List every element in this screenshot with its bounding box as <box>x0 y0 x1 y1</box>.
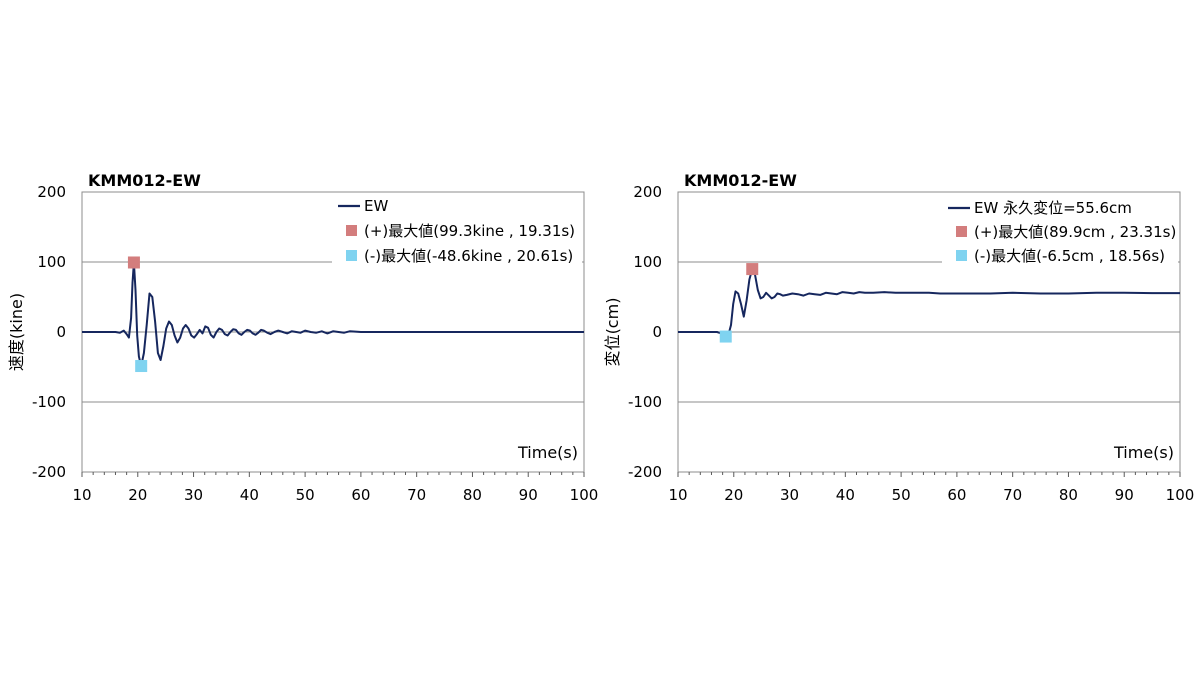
x-axis-label: Time(s) <box>517 443 578 462</box>
y-tick-label: -200 <box>628 463 662 481</box>
displacement-chart: 200 100 0 -100 -200 10 20 30 40 50 60 70 80 90 100 KMM0… <box>603 171 1194 504</box>
x-tick-label: 10 <box>72 486 91 504</box>
x-tick-label: 90 <box>1115 486 1134 504</box>
y-tick-label: 100 <box>37 253 66 271</box>
y-tick-label: 0 <box>56 323 66 341</box>
x-tick-label: 60 <box>351 486 370 504</box>
y-tick-label: -100 <box>32 393 66 411</box>
max-positive-marker <box>127 256 140 269</box>
legend <box>332 194 582 266</box>
x-tick-label: 40 <box>836 486 855 504</box>
series-line <box>678 268 1180 338</box>
chart-title: KMM012-EW <box>684 171 797 190</box>
x-tick-label: 80 <box>463 486 482 504</box>
x-tick-label: 20 <box>724 486 743 504</box>
y-tick-label: -100 <box>628 393 662 411</box>
legend-entry: (+)最大値(89.9cm , 23.31s) <box>974 223 1176 241</box>
x-tick-label: 70 <box>407 486 426 504</box>
x-tick-label: 50 <box>892 486 911 504</box>
x-tick-label: 50 <box>296 486 315 504</box>
max-positive-marker <box>746 263 759 276</box>
x-tick-label: 10 <box>668 486 687 504</box>
max-negative-marker <box>719 330 732 343</box>
x-tick-label: 20 <box>128 486 147 504</box>
max-negative-marker <box>135 360 148 373</box>
legend <box>942 194 1178 266</box>
velocity-chart: 200 100 0 -100 -200 10 20 30 40 50 60 70 80 90 100 KMM0… <box>7 171 598 504</box>
x-tick-label: 100 <box>570 486 599 504</box>
x-tick-label: 60 <box>947 486 966 504</box>
legend-entry: (-)最大値(-48.6kine , 20.61s) <box>364 247 573 265</box>
x-tick-label: 40 <box>240 486 259 504</box>
y-tick-label: -200 <box>32 463 66 481</box>
chart-title: KMM012-EW <box>88 171 201 190</box>
series-line <box>82 261 584 367</box>
y-tick-label: 0 <box>652 323 662 341</box>
x-tick-label: 90 <box>519 486 538 504</box>
x-tick-label: 30 <box>780 486 799 504</box>
y-axis-label: 変位(cm) <box>603 298 622 367</box>
legend-entry: (+)最大値(99.3kine , 19.31s) <box>364 222 575 240</box>
legend-entry: EW 永久変位=55.6cm <box>974 199 1132 217</box>
legend-swatch <box>956 226 967 237</box>
x-tick-label: 100 <box>1166 486 1195 504</box>
x-axis-label: Time(s) <box>1113 443 1174 462</box>
y-axis-label: 速度(kine) <box>7 293 26 371</box>
y-tick-label: 200 <box>633 183 662 201</box>
legend-entry: EW <box>364 197 388 215</box>
x-tick-label: 70 <box>1003 486 1022 504</box>
legend-swatch <box>346 225 357 236</box>
x-tick-label: 30 <box>184 486 203 504</box>
legend-swatch <box>956 250 967 261</box>
legend-entry: (-)最大値(-6.5cm , 18.56s) <box>974 247 1165 265</box>
legend-swatch <box>346 250 357 261</box>
y-tick-label: 200 <box>37 183 66 201</box>
x-tick-label: 80 <box>1059 486 1078 504</box>
y-tick-label: 100 <box>633 253 662 271</box>
